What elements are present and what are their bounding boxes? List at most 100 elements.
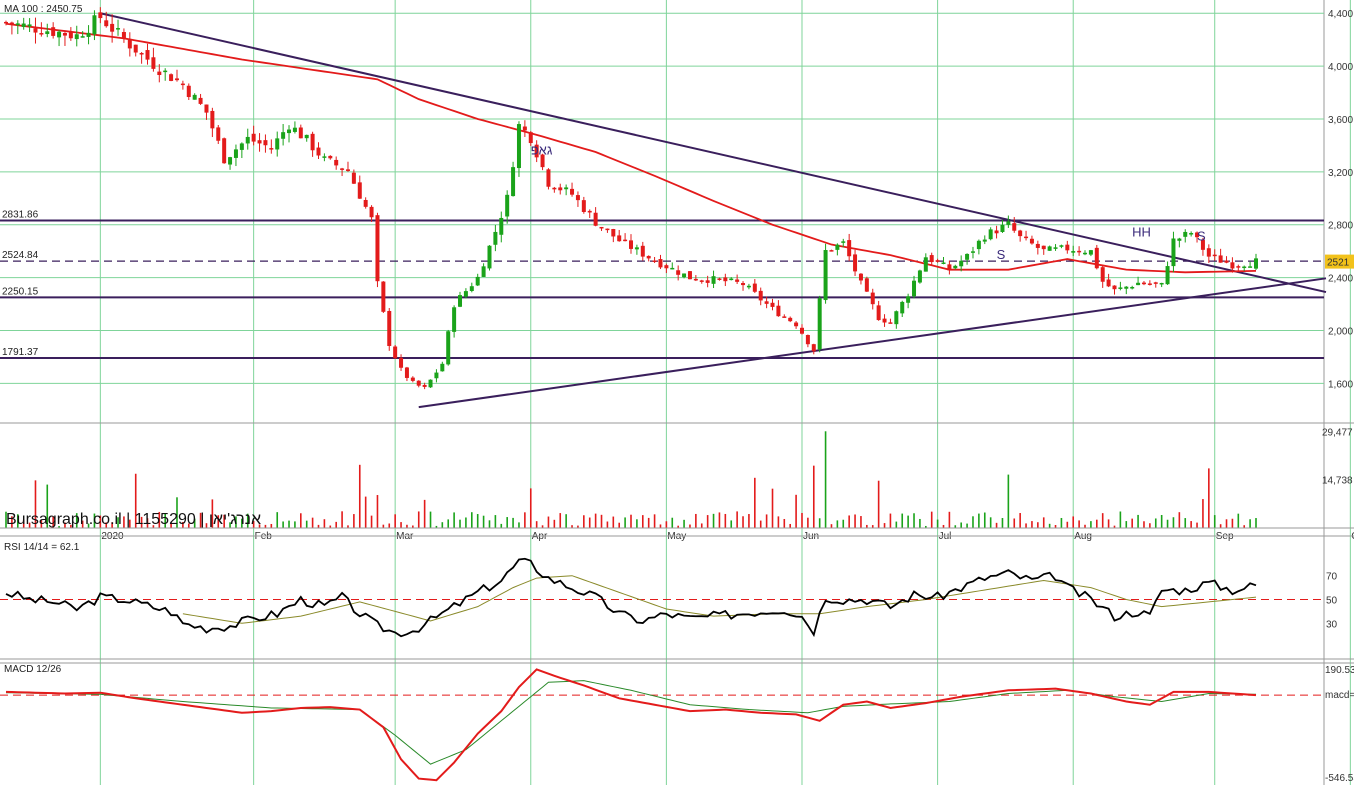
volume-bar [1101,513,1104,528]
candle-body [1124,286,1129,289]
volume-bar [748,514,750,528]
volume-bar [571,525,573,528]
volume-bar [1255,518,1257,528]
candle-body [393,346,398,359]
volume-bar [736,511,738,528]
candle-body [929,255,934,263]
candle-body [422,384,427,387]
volume-bar [712,513,715,528]
macd-line [5,668,1257,782]
candle-body [570,188,575,195]
volume-bar [706,515,709,528]
candle-body [192,94,197,100]
volume-bar [370,515,373,528]
candle-body [239,143,244,150]
volume-bar [117,517,119,528]
volume-bar [665,521,668,528]
volume-bar [818,518,821,528]
chart-annotation: גאפ [531,143,553,158]
volume-bar [641,515,644,528]
level-label: 1791.37 [2,347,39,358]
candle-body [611,229,616,237]
volume-bar [146,518,149,528]
candle-body [357,182,362,199]
level-label: 2524.84 [2,250,39,261]
volume-bar [305,520,308,528]
volume-bar [1196,522,1198,528]
volume-bar [241,518,243,528]
volume-bar [99,515,102,528]
volume-bar [300,513,302,528]
candle-body [4,21,8,24]
volume-bar [529,488,532,528]
volume-bar [482,515,485,528]
volume-bar [524,512,526,528]
candle-body [334,159,339,166]
volume-bar [1084,524,1086,528]
rsi-line [5,557,1257,638]
candle-body [45,31,50,35]
candle-body [180,83,185,86]
candle-body [617,235,622,242]
volume-bar [583,515,585,528]
volume-bar [123,516,125,528]
panel-borders [0,422,1354,664]
volume-bar [58,526,60,528]
volume-bar [1243,525,1246,528]
macd-panel [0,668,1324,782]
candle-body [900,301,905,314]
candle-body [894,311,899,325]
candle-body [316,147,321,156]
volume-bar [1025,523,1027,528]
candlesticks [4,7,1258,390]
candle-body [127,39,132,49]
volume-bar [34,480,37,528]
candle-body [110,23,115,32]
volume-bar [75,513,78,528]
volume-bar [1172,517,1175,528]
candle-body [593,212,598,226]
candle-body [699,280,704,282]
volume-bar [871,525,874,528]
candle-body [623,239,628,242]
candle-body [1224,260,1229,263]
candle-body [174,78,179,81]
volume-bar [1178,512,1181,528]
candle-body [1165,266,1170,285]
candle-body [351,172,356,184]
volume-bar [730,520,733,528]
candle-body [1053,247,1058,249]
volume-bar [1190,521,1192,528]
volume-bar [960,522,962,528]
volume-bar [553,519,556,528]
volume-bar [989,517,992,528]
price-tick-label: 4,000 [1328,62,1353,73]
candle-body [139,53,144,55]
candle-body [646,255,651,259]
candle-body [876,305,881,321]
candle-body [1159,282,1164,285]
level-label: 2831.86 [2,210,39,221]
candle-body [98,12,103,19]
candle-body [1195,232,1200,238]
volume-bar [252,520,255,528]
candle-body [92,15,97,35]
volume-bar [187,523,190,528]
candle-body [516,124,521,169]
candle-body [634,247,639,250]
candle-body [658,259,663,268]
candle-body [404,367,409,378]
candle-body [1189,233,1194,235]
candle-body [829,250,834,252]
volume-bar [476,514,479,528]
candle-body [752,283,757,292]
volume-bar [335,521,337,528]
volume-bar [341,511,343,528]
candle-body [1094,247,1099,269]
candle-body [711,276,716,284]
volume-bar [824,431,827,528]
candle-body [1230,262,1235,269]
candle-body [629,240,633,249]
macd-tick-label: -546.55 [1325,773,1354,784]
candle-body [935,260,940,262]
